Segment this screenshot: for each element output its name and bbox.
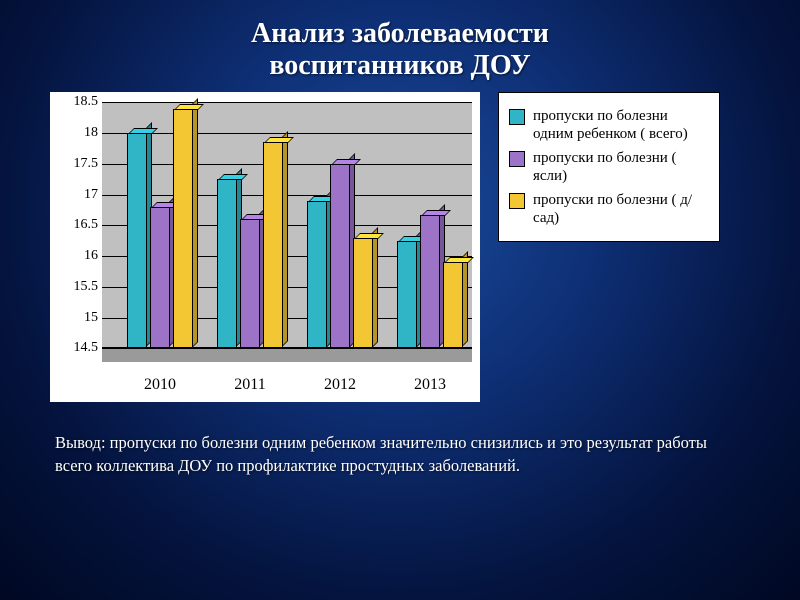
bar (443, 262, 463, 348)
bar (397, 241, 417, 349)
plot-area (102, 102, 472, 362)
legend-swatch (509, 151, 525, 167)
legend-swatch (509, 109, 525, 125)
bar (173, 109, 193, 349)
x-tick-label: 2012 (324, 376, 356, 394)
y-tick-label: 17.5 (50, 156, 98, 172)
chart-panel: 14.5 15 15.5 16 16.5 17 17.5 18 18.5 2010 2011 2012… (50, 92, 480, 402)
y-tick-label: 16.5 (50, 217, 98, 233)
legend-label: пропуски по болезни ( д/сад) (533, 191, 709, 227)
legend-item: пропуски по болезни одним ребенком ( все… (509, 107, 709, 143)
bar (353, 238, 373, 349)
title-line-1: Анализ заболеваемости (251, 18, 549, 49)
y-tick-label: 15 (50, 310, 98, 326)
bar (217, 179, 237, 348)
legend-item: пропуски по болезни ( ясли) (509, 149, 709, 185)
bar (127, 133, 147, 348)
legend-label: пропуски по болезни ( ясли) (533, 149, 709, 185)
legend-label: пропуски по болезни одним ребенком ( все… (533, 107, 709, 143)
x-tick-label: 2013 (414, 376, 446, 394)
grid-line (102, 102, 472, 103)
y-tick-label: 17 (50, 187, 98, 203)
legend: пропуски по болезни одним ребенком ( все… (498, 92, 720, 242)
bar (307, 201, 327, 349)
y-tick-label: 16 (50, 248, 98, 264)
bar (150, 207, 170, 348)
title-line-2: воспитанников ДОУ (269, 50, 530, 81)
grid-line (102, 348, 472, 349)
bar (420, 215, 440, 348)
x-tick-label: 2010 (144, 376, 176, 394)
conclusion-text: Вывод: пропуски по болезни одним ребенко… (0, 402, 800, 477)
bar (240, 219, 260, 348)
bar (330, 164, 350, 349)
y-tick-label: 15.5 (50, 279, 98, 295)
y-tick-label: 14.5 (50, 340, 98, 356)
x-tick-label: 2011 (234, 376, 265, 394)
bar (263, 142, 283, 348)
y-tick-label: 18 (50, 125, 98, 141)
chart-floor (102, 347, 472, 362)
legend-item: пропуски по болезни ( д/сад) (509, 191, 709, 227)
y-tick-label: 18.5 (50, 94, 98, 110)
page-title: Анализ заболеваемости воспитанников ДОУ (0, 0, 800, 92)
legend-swatch (509, 193, 525, 209)
chart-row: 14.5 15 15.5 16 16.5 17 17.5 18 18.5 2010 2011 2012… (0, 92, 800, 402)
